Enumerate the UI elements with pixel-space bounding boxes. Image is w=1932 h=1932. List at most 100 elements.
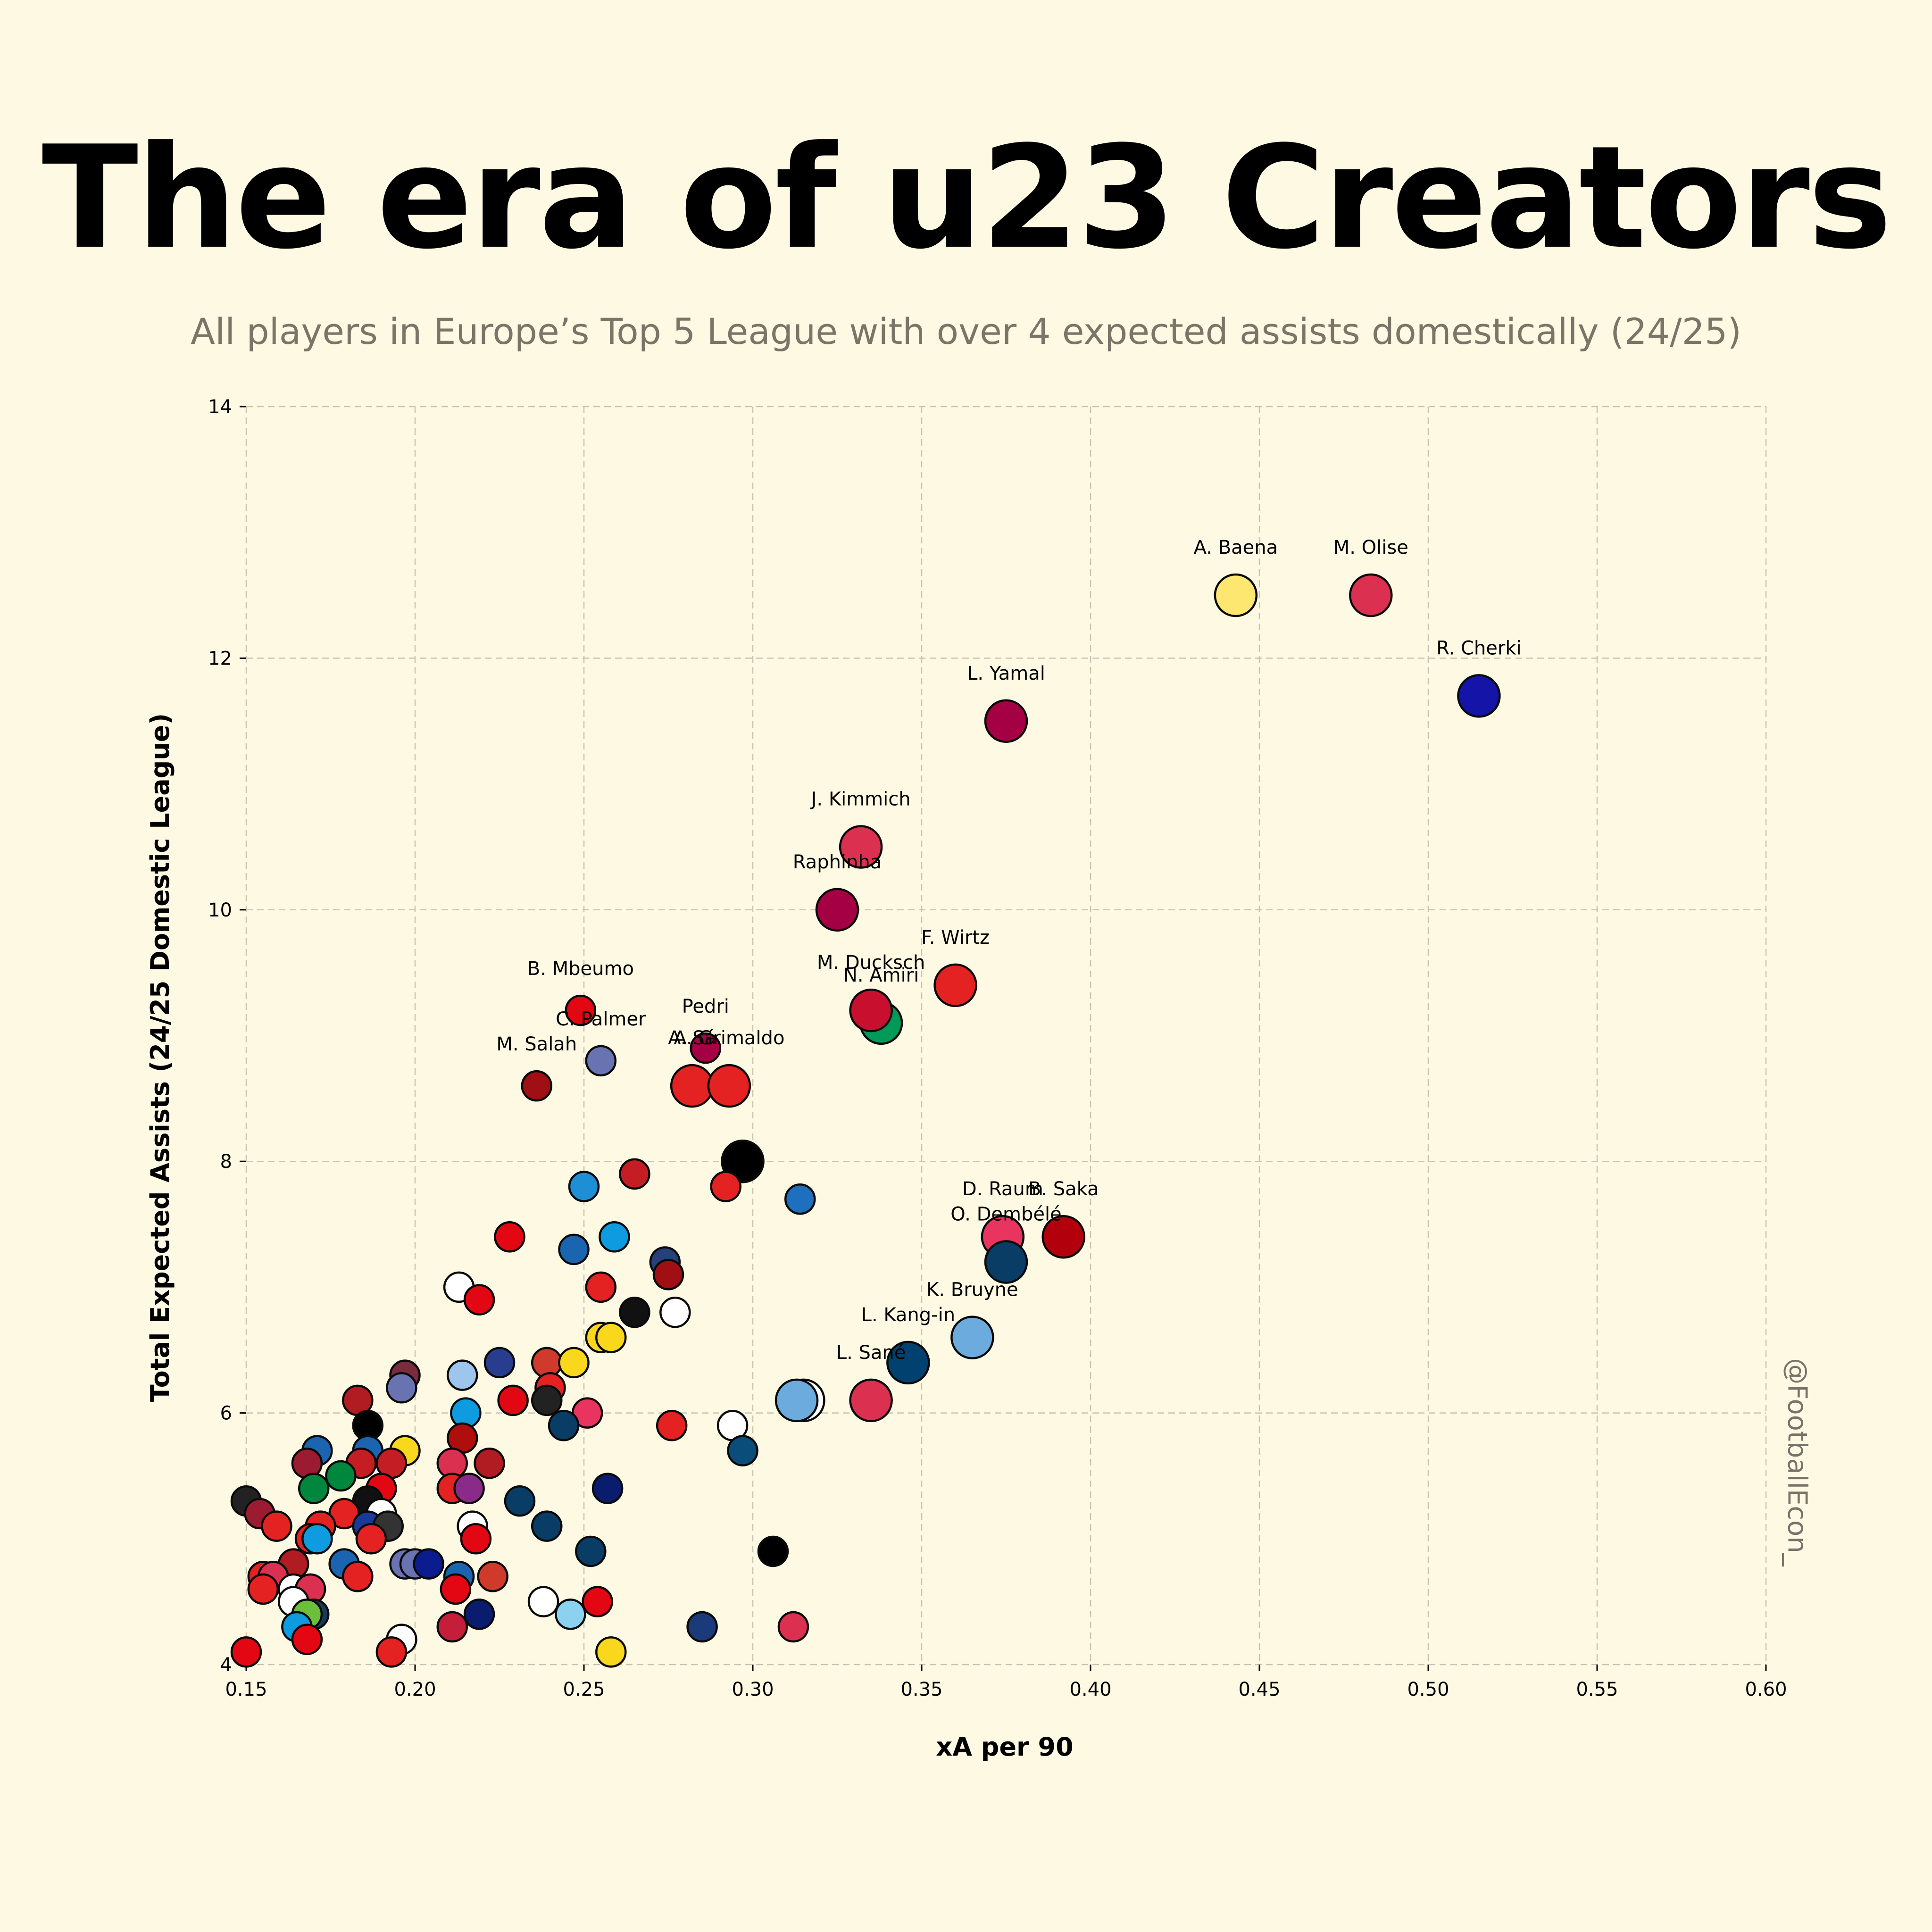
data-point: [460, 1523, 492, 1555]
data-point: [710, 1171, 741, 1202]
grid: [245, 406, 1767, 1666]
x-tick-label: 0.35: [900, 1679, 942, 1700]
x-tick-label: 0.15: [225, 1679, 267, 1700]
point-label: O. Dembélé: [950, 1204, 1061, 1225]
data-point: [849, 1378, 893, 1423]
data-point: [477, 1561, 508, 1592]
data-point: [413, 1548, 444, 1580]
data-point: [355, 1523, 387, 1555]
point-label: L. Kang-in: [861, 1304, 955, 1326]
data-point: [707, 1064, 751, 1108]
data-point: [619, 1296, 650, 1328]
data-point: [555, 1599, 586, 1630]
data-point: [440, 1573, 472, 1605]
data-point: [950, 1316, 994, 1359]
point-label: Raphinha: [793, 851, 882, 873]
point-label: A. Baena: [1194, 537, 1278, 558]
x-tick-label: 0.25: [563, 1679, 605, 1700]
x-tick-label: 0.50: [1407, 1679, 1449, 1700]
data-point: [548, 1410, 580, 1441]
point-label: A. Sá: [668, 1027, 716, 1049]
data-point: [298, 1473, 330, 1504]
data-point: [656, 1410, 688, 1441]
data-point: [527, 1586, 559, 1617]
data-point: [531, 1510, 563, 1542]
data-point: [301, 1523, 333, 1555]
page-title: The era of u23 Creators: [42, 116, 1892, 280]
point-label: F. Wirtz: [921, 927, 990, 949]
data-point: [521, 1070, 553, 1102]
data-point: [1457, 674, 1501, 718]
data-point: [558, 1347, 590, 1379]
data-point: [777, 1611, 809, 1643]
data-point: [591, 1473, 624, 1504]
y-tick-label: 12: [208, 648, 232, 669]
x-tick-label: 0.40: [1069, 1679, 1111, 1700]
data-point: [1214, 573, 1258, 617]
point-label: L. Sané: [836, 1342, 906, 1364]
data-point: [375, 1636, 408, 1668]
point-label: M. Salah: [496, 1033, 577, 1055]
data-point: [386, 1372, 417, 1404]
point-label: J. Kimmich: [810, 788, 911, 810]
point-label: A. Grimaldo: [674, 1027, 784, 1049]
point-label: D. Raum: [962, 1178, 1043, 1200]
x-tick-label: 0.60: [1745, 1679, 1787, 1700]
data-point: [565, 994, 597, 1026]
point-label: Pedri: [682, 996, 729, 1017]
data-point: [652, 1258, 684, 1291]
point-labels: A. Baena M. Olise R. Cherki L. Yamal J. Kimm…: [496, 537, 1521, 1364]
y-tick-label: 14: [208, 396, 232, 418]
y-tick-label: 4: [220, 1654, 232, 1676]
data-point: [984, 1240, 1028, 1284]
y-tick-label: 6: [220, 1403, 232, 1424]
data-point: [531, 1384, 563, 1416]
data-point: [497, 1384, 529, 1416]
data-point: [784, 1183, 816, 1215]
data-point: [291, 1624, 323, 1655]
x-tick-label: 0.20: [394, 1679, 436, 1700]
data-point: [757, 1535, 789, 1567]
data-point: [575, 1535, 607, 1567]
data-point: [463, 1284, 495, 1316]
point-label: B. Saka: [1028, 1178, 1099, 1200]
data-point: [494, 1221, 525, 1253]
x-tick-label: 0.45: [1238, 1679, 1280, 1700]
data-point: [1349, 573, 1393, 617]
point-label: M. Ducksch: [817, 952, 925, 974]
data-point: [1041, 1215, 1085, 1259]
data-point: [436, 1611, 468, 1643]
data-point: [849, 988, 893, 1033]
data-point: [933, 963, 977, 1008]
data-point: [261, 1510, 292, 1542]
point-label: R. Cherki: [1436, 637, 1521, 659]
data-point: [342, 1561, 374, 1592]
data-point: [774, 1378, 819, 1423]
point-label: B. Mbeumo: [527, 958, 634, 980]
x-axis-title: xA per 90: [936, 1732, 1073, 1762]
data-point: [595, 1636, 627, 1668]
data-point: [504, 1485, 536, 1517]
point-label: L. Yamal: [967, 663, 1045, 684]
data-point: [599, 1221, 630, 1253]
point-label: K. Bruyne: [926, 1279, 1018, 1301]
x-ticks: 0.15 0.20 0.25 0.30 0.35 0.40 0.45 0.50 0.55 0.60: [225, 1665, 1787, 1700]
point-label: C. Palmer: [556, 1008, 646, 1030]
data-point: [558, 1233, 590, 1266]
data-point: [568, 1171, 600, 1202]
data-point: [595, 1322, 627, 1353]
y-ticks: 4 6 8 10 12 14: [208, 396, 246, 1676]
y-tick-label: 10: [208, 899, 232, 921]
point-label: N. Amiri: [843, 965, 919, 986]
page-subtitle: All players in Europe’s Top 5 League wit…: [190, 310, 1742, 352]
data-point: [483, 1347, 516, 1379]
data-point: [474, 1448, 505, 1479]
data-point: [446, 1359, 478, 1391]
x-tick-label: 0.55: [1576, 1679, 1618, 1700]
data-point: [582, 1586, 613, 1617]
point-label: M. Olise: [1333, 537, 1408, 558]
data-point: [984, 699, 1028, 743]
data-point: [670, 1064, 714, 1108]
data-point: [247, 1573, 279, 1605]
